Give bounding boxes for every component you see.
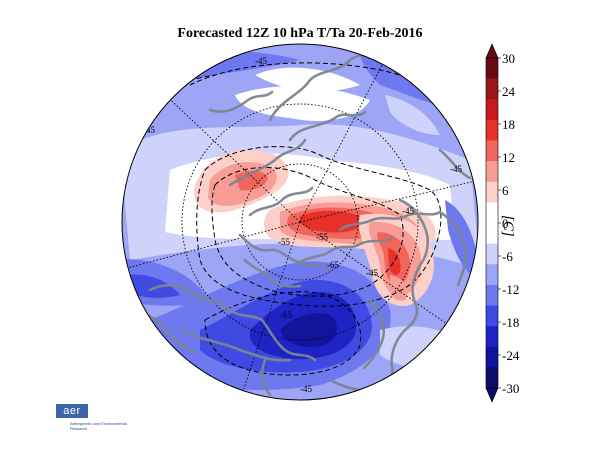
colorbar-label: [C]	[500, 215, 516, 237]
colorbar-segment	[486, 284, 498, 306]
aer-logo: aer Atmospheric and Environmental Resear…	[56, 404, 136, 440]
contour-label-group: -45 -45 -45 -55 -55 -65 -65 -45 -45 -45	[143, 56, 462, 394]
contour-label: -45	[143, 125, 155, 135]
contour-label: -45	[300, 384, 312, 394]
colorbar-segment	[486, 78, 498, 100]
colorbar-tick-label: 30	[502, 51, 515, 66]
colorbar-tick-label: 12	[502, 150, 515, 165]
colorbar-segment	[486, 367, 498, 389]
contour-label: -45	[450, 164, 462, 174]
colorbar-segment	[486, 346, 498, 368]
map-boundary	[121, 43, 479, 401]
colorbar-segment	[486, 58, 498, 80]
colorbar-segment	[486, 326, 498, 348]
contour-label: -45	[255, 56, 267, 66]
colorbar-segment	[486, 181, 498, 203]
contour-label: -45	[366, 268, 378, 278]
contour-label: -65	[280, 310, 292, 320]
colorbar-tick-label: -18	[502, 315, 520, 330]
colorbar-tick-label: -30	[502, 381, 520, 396]
colorbar	[485, 43, 501, 403]
contour-label: -65	[327, 260, 339, 270]
aer-logo-tagline: Atmospheric and Environmental Research	[70, 421, 127, 431]
temperature-anomaly-field: -45 -45 -45 -55 -55 -65 -65 -45 -45 -45	[122, 44, 478, 400]
colorbar-tick-label: 6	[502, 183, 509, 198]
colorbar-segment	[486, 119, 498, 141]
colorbar-tick-label: -6	[502, 249, 513, 264]
contour-label: -55	[316, 232, 328, 242]
aer-logo-mark: aer	[56, 404, 88, 418]
colorbar-segment	[486, 140, 498, 162]
colorbar-extend-min	[485, 387, 499, 403]
colorbar-extend-max	[485, 43, 499, 59]
colorbar-tick-label: 0	[502, 216, 509, 231]
colorbar-segment	[486, 264, 498, 286]
contour-label: -45	[402, 206, 414, 216]
colorbar-segment	[486, 99, 498, 121]
map-title: Forecasted 12Z 10 hPa T/Ta 20-Feb-2016	[177, 26, 423, 41]
colorbar-segment	[486, 223, 498, 245]
colorbar-tick-label: 18	[502, 117, 515, 132]
colorbar-segment	[486, 305, 498, 327]
colorbar-segment	[486, 202, 498, 224]
colorbar-tick-label: -12	[502, 282, 520, 297]
colorbar-segment	[486, 161, 498, 183]
contour-label: -55	[278, 237, 290, 247]
coastlines	[128, 50, 472, 397]
colorbar-tick-label: 24	[502, 84, 515, 99]
colorbar-segment	[486, 243, 498, 265]
colorbar-tick-label: -24	[502, 348, 520, 363]
graticule	[122, 44, 478, 400]
